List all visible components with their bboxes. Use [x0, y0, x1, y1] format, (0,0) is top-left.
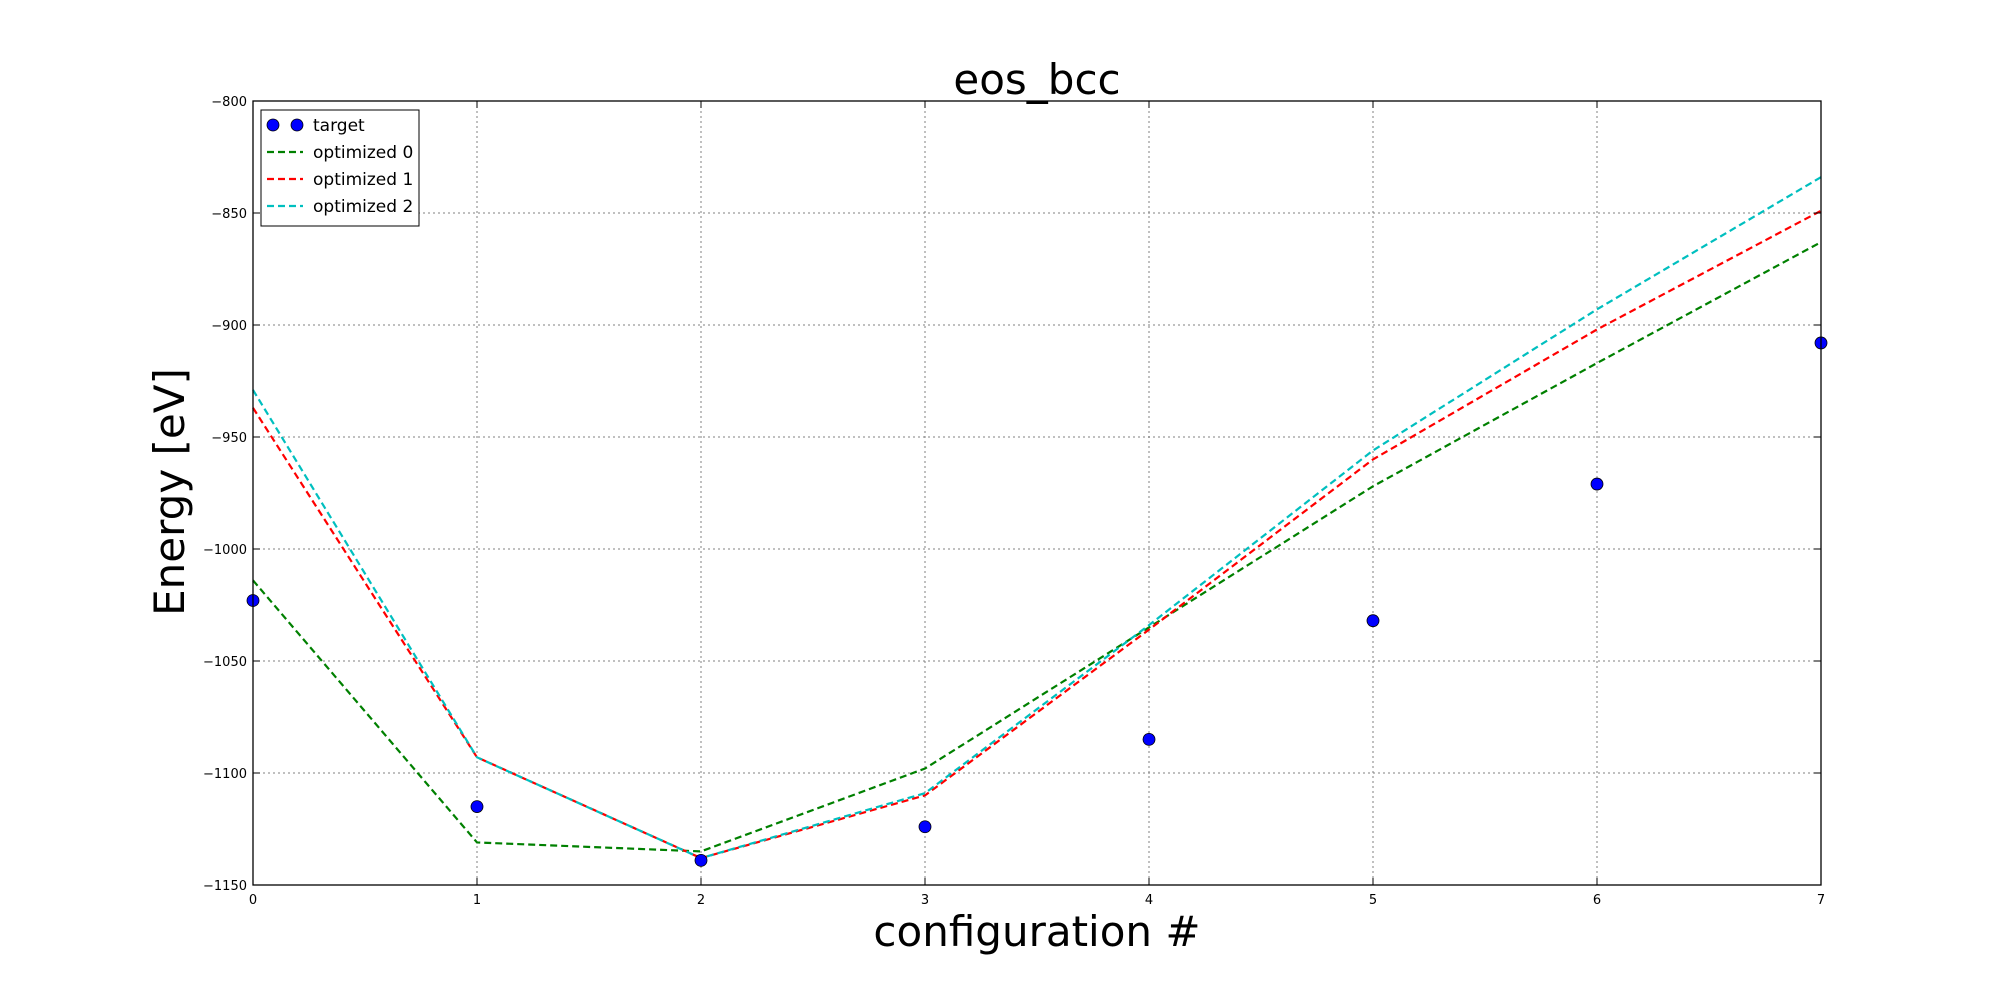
x-tick-label: 1 — [473, 893, 481, 908]
series-line-optimized-1 — [252, 209, 1822, 860]
y-tick-label: −1150 — [203, 879, 247, 894]
y-tick-label: −1000 — [203, 543, 247, 558]
series-point-target — [694, 853, 708, 867]
legend-label: optimized 1 — [313, 170, 413, 190]
series-point-target — [1366, 614, 1380, 628]
series-point-target — [1590, 477, 1604, 491]
y-tick-label: −850 — [211, 207, 247, 222]
x-tick-label: 6 — [1593, 893, 1601, 908]
y-tick-label: −950 — [211, 431, 247, 446]
y-tick-label: −1100 — [203, 767, 247, 782]
series-layer — [246, 176, 1828, 867]
legend-label: target — [313, 116, 365, 136]
series-line-optimized-2 — [252, 176, 1822, 860]
x-tick-label: 7 — [1817, 893, 1825, 908]
x-tick-label: 5 — [1369, 893, 1377, 908]
y-tick-label: −800 — [211, 95, 247, 110]
series-point-target — [470, 800, 484, 813]
x-tick-label: 4 — [1145, 893, 1153, 908]
series-line-optimized-0 — [252, 241, 1822, 853]
legend: target optimized 0 optimized 1 optimized 2 — [260, 109, 420, 227]
y-axis-label: Energy [eV] — [145, 368, 194, 616]
legend-marker — [266, 118, 280, 132]
series-point-target — [918, 820, 932, 834]
x-tick-label: 0 — [249, 893, 257, 908]
legend-box — [260, 109, 420, 227]
x-axis-label: configuration # — [873, 907, 1200, 956]
chart-title: eos_bcc — [953, 55, 1120, 104]
plot-frame — [252, 100, 1822, 886]
legend-label: optimized 2 — [313, 197, 413, 217]
series-point-target — [1142, 733, 1156, 746]
y-tick-label: −900 — [211, 319, 247, 334]
legend-label: optimized 0 — [313, 143, 413, 163]
ticks: 0 1 2 3 4 5 6 7 −800 −850 −900 −950 −1000 −1050 −1100 −… — [203, 95, 1825, 908]
legend-marker — [290, 118, 304, 132]
x-tick-label: 3 — [921, 893, 929, 908]
x-tick-label: 2 — [697, 893, 705, 908]
y-tick-label: −1050 — [203, 655, 247, 670]
